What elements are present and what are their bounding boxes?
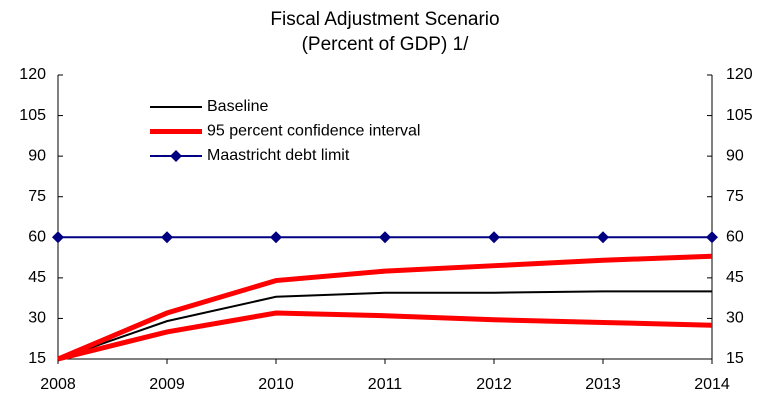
marker bbox=[270, 231, 282, 244]
x-tick-label: 2014 bbox=[694, 376, 730, 393]
y2-tick-label: 105 bbox=[726, 107, 753, 124]
x-tick-label: 2013 bbox=[585, 376, 621, 393]
legend-marker bbox=[170, 150, 182, 162]
y-tick-label: 30 bbox=[28, 310, 46, 327]
series-line bbox=[57, 253, 713, 362]
x-tick-label: 2010 bbox=[258, 376, 294, 393]
y2-tick-label: 45 bbox=[726, 269, 744, 286]
y2-tick-label: 120 bbox=[726, 66, 753, 83]
marker bbox=[597, 231, 609, 244]
y-tick-label: 90 bbox=[28, 147, 46, 164]
legend-label: 95 percent confidence interval bbox=[207, 123, 420, 140]
series-line bbox=[57, 310, 713, 362]
marker bbox=[488, 231, 500, 244]
legend-label: Baseline bbox=[207, 98, 268, 115]
x-tick-label: 2011 bbox=[368, 376, 403, 393]
y-tick-label: 45 bbox=[28, 269, 46, 286]
marker bbox=[52, 231, 64, 244]
y-tick-label: 60 bbox=[28, 229, 46, 246]
series-line bbox=[57, 290, 712, 360]
chart-title: Fiscal Adjustment Scenario bbox=[270, 9, 499, 30]
x-tick-label: 2008 bbox=[40, 376, 76, 393]
y2-tick-label: 15 bbox=[726, 350, 744, 367]
x-tick-label: 2012 bbox=[476, 376, 512, 393]
marker bbox=[379, 231, 391, 244]
marker bbox=[706, 231, 718, 244]
y2-tick-label: 60 bbox=[726, 229, 744, 246]
y-tick-label: 75 bbox=[28, 188, 46, 205]
y-tick-label: 105 bbox=[19, 107, 46, 124]
y2-tick-label: 90 bbox=[726, 147, 744, 164]
legend-label: Maastricht debt limit bbox=[207, 147, 350, 164]
y2-tick-label: 75 bbox=[726, 188, 744, 205]
y-tick-label: 15 bbox=[28, 350, 46, 367]
x-tick-label: 2009 bbox=[149, 376, 185, 393]
chart-subtitle: (Percent of GDP) 1/ bbox=[302, 34, 470, 55]
marker bbox=[161, 231, 173, 244]
y-tick-label: 120 bbox=[19, 66, 46, 83]
y2-tick-label: 30 bbox=[726, 310, 744, 327]
